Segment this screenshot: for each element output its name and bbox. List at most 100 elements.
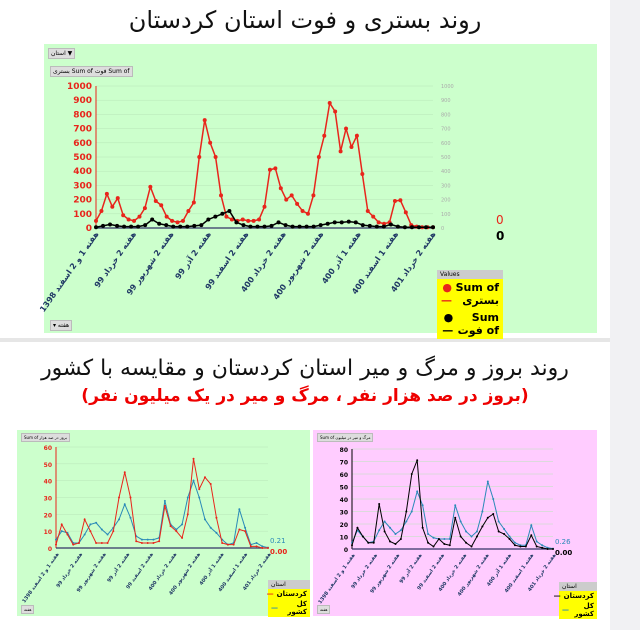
data-point: [220, 211, 225, 216]
data-point: [123, 503, 126, 506]
legend: استان کردستان — کل کشور —: [554, 582, 597, 619]
data-point: [416, 225, 421, 230]
data-point: [325, 221, 330, 226]
data-point: [327, 101, 332, 106]
data-point: [371, 214, 376, 219]
data-point: [178, 224, 183, 229]
data-point: [106, 533, 109, 536]
y-tick-label: 50: [340, 485, 348, 492]
data-point: [394, 543, 397, 545]
data-point: [83, 518, 86, 521]
scroll-strip: [610, 0, 640, 630]
data-point: [278, 186, 283, 191]
data-point: [416, 459, 419, 462]
x-tick-label: هفته 2 خرداد 99: [93, 230, 139, 290]
x-tick-label: هفته 2 آذر 99: [173, 229, 214, 281]
data-point: [304, 224, 309, 229]
data-point: [99, 208, 104, 213]
data-point: [108, 222, 113, 227]
data-point: [267, 167, 272, 172]
data-point: [519, 545, 522, 548]
data-point: [132, 218, 137, 223]
axis-button[interactable]: هفته: [21, 605, 35, 614]
data-point: [508, 535, 511, 538]
data-point: [224, 214, 229, 219]
data-point: [431, 225, 435, 230]
data-point: [470, 545, 473, 548]
data-point: [146, 538, 149, 541]
y-tick-label: 60: [44, 445, 52, 452]
y-tick-label: 0: [344, 547, 348, 554]
data-point: [246, 218, 251, 223]
y2-tick-label: 100: [441, 212, 451, 218]
data-point: [112, 530, 115, 533]
filter-button[interactable]: ▼ استان: [48, 48, 76, 59]
legend-item-country: کل کشور —: [271, 600, 307, 616]
data-point: [351, 544, 353, 547]
legend-item-death: Sum of فوت ●—: [442, 311, 499, 337]
y-tick-label: 40: [44, 479, 52, 486]
data-point: [251, 218, 256, 223]
y2-tick-label: 400: [441, 169, 451, 175]
data-point: [316, 155, 321, 159]
y-tick-label: 70: [340, 460, 348, 467]
data-point: [146, 541, 149, 544]
legend: استان کردستان — کل کشور —: [267, 580, 310, 617]
x-tick-label: هفته 1 و 2 اسفند 1398: [38, 230, 101, 314]
data-point: [163, 499, 166, 502]
y-tick-label: 700: [73, 125, 92, 135]
axis-button[interactable]: هفته ▾: [50, 320, 73, 331]
data-point: [153, 199, 158, 204]
data-point: [497, 520, 500, 523]
data-point: [535, 540, 538, 543]
axis-button[interactable]: هفته: [317, 605, 331, 614]
data-point: [229, 217, 234, 222]
y-tick-label: 600: [73, 139, 92, 149]
data-point: [486, 480, 489, 483]
data-point: [186, 513, 189, 516]
data-point: [255, 541, 258, 544]
y-tick-label: 0: [86, 224, 92, 234]
data-point: [389, 526, 392, 529]
chart-panel-incidence: بروز در صد هزار Sum of هفته استان کردستا…: [17, 430, 310, 617]
series-line: [351, 481, 554, 550]
data-point: [152, 541, 155, 544]
y2-tick-label: 900: [441, 98, 451, 104]
data-point: [383, 530, 386, 533]
data-point: [244, 526, 247, 529]
data-point: [209, 526, 212, 529]
field-button[interactable]: بروز در صد هزار Sum of: [21, 433, 70, 442]
data-point: [192, 479, 195, 482]
data-point: [552, 548, 554, 550]
data-point: [360, 172, 365, 177]
y-tick-label: 900: [73, 96, 92, 106]
data-point: [503, 528, 506, 530]
data-point: [60, 530, 63, 533]
data-point: [454, 516, 457, 519]
data-point: [290, 224, 295, 229]
data-point: [267, 547, 269, 549]
data-point: [106, 541, 109, 544]
data-point: [238, 528, 241, 531]
data-point: [240, 217, 245, 222]
data-point: [170, 218, 175, 223]
field-buttons[interactable]: Sum of فوت Sum of بستری: [50, 66, 133, 77]
data-point: [360, 223, 365, 228]
data-point: [126, 217, 131, 222]
data-point: [169, 525, 172, 528]
data-point: [427, 533, 430, 535]
data-point: [164, 223, 169, 228]
data-point: [492, 498, 495, 500]
y-tick-label: 1000: [67, 82, 92, 92]
data-point: [448, 538, 451, 540]
data-point: [376, 220, 381, 225]
data-point: [110, 204, 115, 209]
data-point: [135, 540, 138, 543]
field-button[interactable]: مرگ و میر در میلیون Sum of: [317, 433, 374, 442]
data-point: [255, 224, 260, 229]
data-point: [89, 530, 92, 533]
y-tick-label: 80: [340, 447, 348, 454]
divider: [0, 338, 610, 342]
data-point: [181, 523, 184, 526]
data-point: [89, 523, 92, 526]
